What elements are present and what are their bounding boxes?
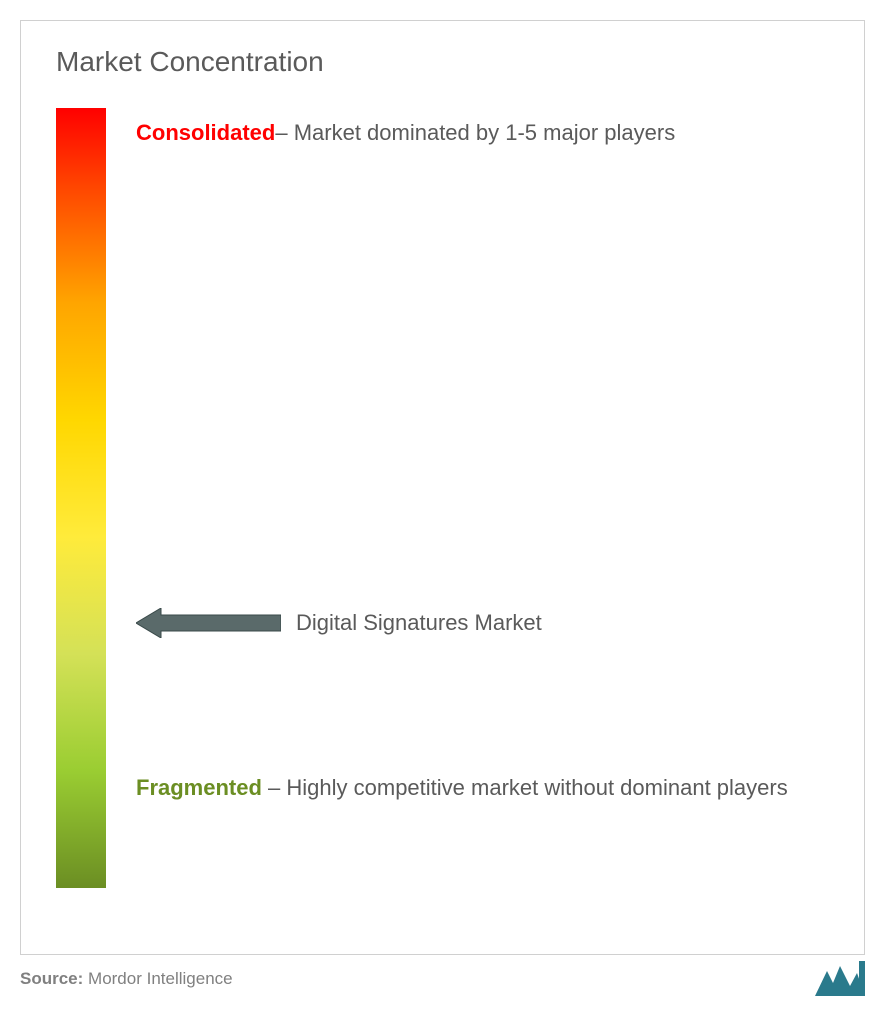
fragmented-label: Fragmented – Highly competitive market w…	[136, 768, 819, 808]
consolidated-description: – Market dominated by 1-5 major players	[275, 120, 675, 145]
arrow-icon	[136, 608, 281, 638]
source-text: Source: Mordor Intelligence	[20, 969, 233, 989]
labels-area: Consolidated– Market dominated by 1-5 ma…	[106, 108, 829, 908]
chart-box: Market Concentration Consolidated– Marke…	[20, 20, 865, 955]
main-container: Market Concentration Consolidated– Marke…	[0, 0, 885, 1011]
consolidated-label: Consolidated– Market dominated by 1-5 ma…	[136, 113, 819, 153]
chart-title: Market Concentration	[56, 46, 829, 78]
consolidated-highlight: Consolidated	[136, 120, 275, 145]
concentration-gradient-bar	[56, 108, 106, 888]
market-position-marker: Digital Signatures Market	[136, 608, 542, 638]
fragmented-highlight: Fragmented	[136, 775, 262, 800]
market-name-label: Digital Signatures Market	[296, 610, 542, 636]
footer: Source: Mordor Intelligence	[20, 961, 865, 996]
fragmented-description: – Highly competitive market without domi…	[262, 775, 788, 800]
chart-area: Consolidated– Market dominated by 1-5 ma…	[56, 108, 829, 908]
source-value: Mordor Intelligence	[88, 969, 233, 988]
mordor-logo-icon	[815, 961, 865, 996]
source-label: Source:	[20, 969, 88, 988]
